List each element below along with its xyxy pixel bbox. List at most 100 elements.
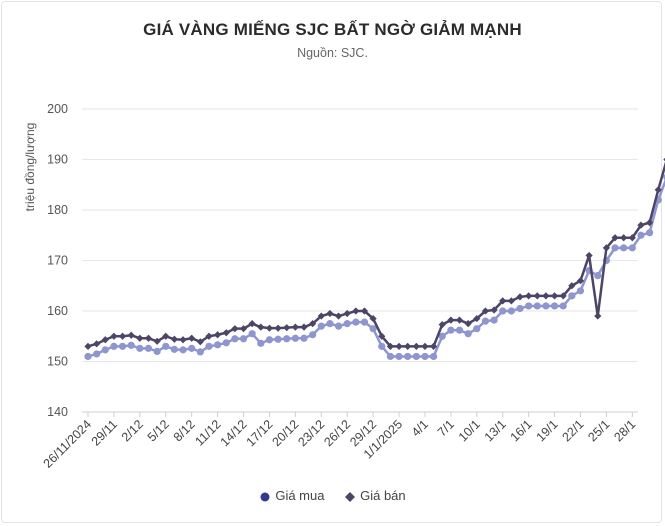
data-point-sell [646, 219, 654, 227]
data-point-sell [430, 342, 438, 350]
data-point-buy [378, 342, 386, 350]
data-point-sell [179, 336, 187, 344]
legend-label-sell: Giá bán [360, 488, 406, 504]
y-tick-label: 170 [47, 254, 68, 268]
data-point-sell [317, 312, 325, 320]
x-tick-label: 25/1 [585, 417, 612, 444]
data-point-sell [542, 292, 550, 300]
data-point-buy [559, 302, 567, 310]
x-tick-label: 5/12 [145, 417, 172, 444]
data-point-sell [594, 312, 602, 320]
data-point-buy [473, 325, 481, 333]
data-point-sell [481, 307, 490, 315]
data-point-sell [291, 323, 299, 331]
data-point-buy [646, 229, 654, 237]
x-tick-label: 19/1 [534, 417, 561, 444]
series-buy [84, 174, 665, 361]
data-point-sell [576, 277, 585, 285]
x-tick-label: 26/12 [321, 417, 353, 449]
data-point-buy [101, 346, 109, 354]
data-point-buy [214, 341, 222, 349]
data-point-buy [265, 336, 274, 344]
data-point-sell [127, 331, 135, 339]
legend-item-sell[interactable]: Giá bán [344, 488, 406, 503]
data-point-sell [93, 340, 101, 348]
data-point-buy [490, 316, 498, 324]
data-point-sell [395, 342, 403, 350]
data-point-sell [283, 324, 291, 332]
x-tick-label: 16/1 [508, 417, 535, 444]
data-point-sell [533, 292, 541, 300]
data-point-buy [550, 302, 559, 310]
legend-label-buy: Giá mua [275, 488, 325, 504]
y-tick-labels: 140 150 160 170 180 190 200 [47, 102, 68, 419]
data-point-buy [239, 335, 248, 343]
data-point-sell [326, 309, 334, 318]
x-tick-label: 14/12 [218, 417, 250, 449]
data-point-sell [196, 338, 204, 346]
data-point-sell [568, 282, 576, 290]
data-point-sell [447, 316, 455, 324]
data-point-buy [360, 318, 369, 326]
data-point-sell [516, 293, 524, 301]
data-point-sell [378, 332, 386, 340]
data-point-buy [343, 320, 351, 328]
data-point-buy [127, 341, 135, 349]
data-point-sell [559, 292, 567, 300]
x-tick-label: 4/1 [409, 417, 431, 439]
data-point-sell [473, 314, 481, 323]
data-point-buy [144, 344, 153, 352]
x-tick-label: 2/12 [119, 417, 146, 444]
data-point-sell [188, 334, 196, 342]
data-point-sell [611, 234, 619, 242]
data-point-buy [594, 272, 602, 280]
data-point-sell [136, 334, 144, 342]
data-point-buy [291, 334, 299, 342]
data-point-buy [317, 322, 325, 330]
data-point-buy [386, 352, 394, 361]
data-point-sell [118, 332, 127, 340]
data-point-buy [257, 339, 265, 347]
x-tick-labels: 26/11/202429/112/125/128/1211/1214/1217/… [41, 412, 638, 471]
data-point-buy [395, 352, 403, 361]
data-point-buy [162, 342, 170, 350]
data-point-buy [533, 302, 541, 310]
data-point-sell [309, 320, 317, 328]
data-point-sell [455, 316, 464, 324]
data-point-buy [110, 342, 118, 350]
data-point-buy [300, 334, 308, 342]
data-point-buy [447, 326, 455, 334]
data-point-sell [602, 244, 610, 252]
data-point-sell [404, 342, 412, 350]
data-point-buy [628, 244, 636, 252]
data-point-sell [507, 297, 515, 305]
data-point-buy [196, 348, 204, 356]
data-point-buy [438, 332, 446, 340]
data-point-sell [205, 332, 213, 340]
x-tick-label: 23/12 [295, 417, 327, 449]
data-point-buy [205, 342, 213, 350]
data-point-sell [499, 297, 507, 305]
data-point-buy [412, 352, 420, 361]
data-point-buy [516, 304, 524, 313]
legend-item-buy[interactable]: Giá mua [259, 488, 324, 503]
x-tick-label: 20/12 [269, 417, 301, 449]
data-point-sell [334, 312, 343, 320]
data-point-sell [421, 342, 429, 350]
x-tick-label: 7/1 [435, 417, 457, 439]
y-tick-label: 160 [47, 304, 68, 318]
series-sell [84, 157, 665, 350]
data-point-sell [464, 320, 472, 328]
x-tick-label: 13/1 [482, 417, 509, 444]
data-point-buy [179, 346, 187, 354]
data-point-sell [214, 331, 222, 339]
chart-title: GIÁ VÀNG MIẾNG SJC BẤT NGỜ GIẢM MẠNH [143, 20, 522, 39]
data-point-buy [231, 335, 239, 343]
data-point-buy [136, 344, 144, 352]
data-point-buy [620, 244, 628, 252]
data-point-buy [352, 318, 360, 326]
data-point-sell [620, 234, 628, 242]
data-point-sell [369, 314, 377, 323]
data-point-buy [576, 287, 585, 295]
